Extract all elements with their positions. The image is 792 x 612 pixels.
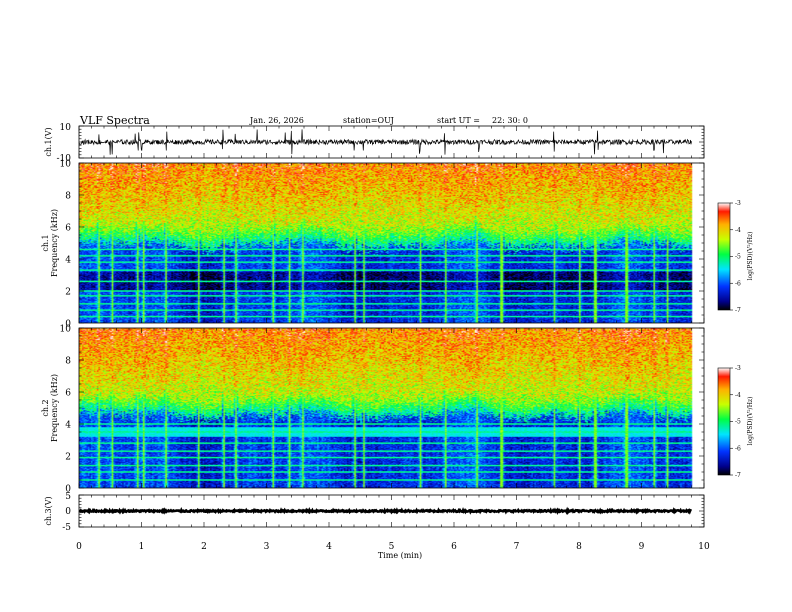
- time-tick-label: 1: [139, 542, 145, 552]
- time-axis-tick-labels: 0 1 2 3 4 5 6 7 8 9 10: [76, 542, 710, 552]
- frequency-tick-label: 6: [65, 389, 71, 399]
- time-tick-label: 4: [326, 542, 332, 552]
- ch3-ytick-bottom: -5: [62, 523, 71, 533]
- ch1-frequency-tick-labels: 10 8 6 4 2 0: [60, 160, 72, 330]
- ch1-waveform-panel: 10 -10 ch.1(V): [44, 123, 705, 164]
- ch2-heatmap-cells: [79, 328, 704, 488]
- ch2-colorbar: [717, 367, 731, 476]
- frequency-tick-label: 0: [65, 320, 71, 330]
- time-tick-label: 8: [576, 542, 582, 552]
- ch2-colorbar-label: log(PSD)(V²/Hz): [747, 397, 754, 446]
- ch1-ytick-bottom: -10: [57, 154, 72, 164]
- colorbar-tick-label: -3: [735, 200, 741, 207]
- colorbar-tick-label: -6: [735, 445, 741, 452]
- colorbar-tick-label: -6: [735, 280, 741, 287]
- header-start-time: 22: 30: 0: [492, 116, 528, 125]
- ch2-spectrogram-image: [79, 328, 704, 488]
- header-station: station=OUJ: [343, 116, 394, 125]
- colorbar-tick-label: -5: [735, 254, 741, 261]
- header-start-label: start UT =: [437, 116, 480, 125]
- figure-title: VLF Spectra: [79, 114, 150, 127]
- colorbar-tick-label: -4: [735, 392, 741, 399]
- time-tick-label: 3: [264, 542, 270, 552]
- ch3-ytick-top: 5: [65, 492, 71, 502]
- colorbar-tick-label: -3: [735, 365, 741, 372]
- ch1-spectrogram-channel-label: ch.1: [41, 234, 50, 251]
- ch2-colorbar-ticks: -3 -4 -5 -6 -7: [730, 365, 741, 479]
- ch1-ytick-top: 10: [60, 123, 72, 133]
- ch3-waveform-ylabel: ch.3(V): [44, 496, 53, 525]
- frequency-tick-label: 4: [65, 256, 71, 266]
- colorbar-tick-label: -5: [735, 419, 741, 426]
- ch3-ytick-middle: 0: [65, 507, 71, 517]
- ch1-heatmap-cells: [79, 163, 704, 323]
- frequency-tick-label: 10: [60, 160, 72, 170]
- time-tick-label: 2: [201, 542, 207, 552]
- frequency-tick-label: 2: [65, 453, 71, 463]
- time-tick-label: 6: [451, 542, 457, 552]
- colorbar-tick-label: -4: [735, 227, 741, 234]
- ch1-frequency-axis-label: Frequency (kHz): [50, 209, 59, 277]
- frequency-tick-label: 8: [65, 357, 71, 367]
- time-tick-label: 5: [389, 542, 395, 552]
- time-tick-label: 0: [76, 542, 82, 552]
- ch2-spectrogram-channel-label: ch.2: [41, 399, 50, 416]
- time-axis-label: Time (min): [378, 551, 422, 560]
- ch2-frequency-axis-label: Frequency (kHz): [50, 374, 59, 442]
- ch1-colorbar: [717, 202, 731, 311]
- frequency-tick-label: 0: [65, 485, 71, 495]
- ch1-spectrogram-image: [79, 163, 704, 323]
- ch3-waveform-line: [78, 506, 693, 516]
- ch1-waveform-line: [78, 129, 692, 155]
- ch2-frequency-tick-labels: 10 8 6 4 2 0: [60, 325, 72, 495]
- frequency-tick-label: 8: [65, 192, 71, 202]
- ch1-colorbar-ticks: -3 -4 -5 -6 -7: [730, 200, 741, 314]
- frequency-tick-label: 2: [65, 288, 71, 298]
- ch1-colorbar-label: log(PSD)(V²/Hz): [747, 232, 754, 281]
- frequency-tick-label: 4: [65, 421, 71, 431]
- ch3-waveform-trace: [78, 506, 693, 516]
- time-tick-label: 7: [514, 542, 520, 552]
- colorbar-tick-label: -7: [735, 307, 741, 314]
- time-tick-label: 9: [639, 542, 645, 552]
- ch2-spectrogram-ticks: [78, 327, 705, 489]
- ch1-waveform-trace: [78, 129, 692, 155]
- time-tick-label: 10: [698, 542, 710, 552]
- ch3-waveform-ticks: [78, 494, 705, 528]
- ch3-waveform-panel: 5 0 -5 ch.3(V): [44, 492, 705, 533]
- frequency-tick-label: 6: [65, 224, 71, 234]
- ch1-spectrogram-ticks: [78, 162, 705, 324]
- ch1-waveform-ylabel: ch.1(V): [44, 127, 53, 156]
- ch1-waveform-ticks: [78, 125, 705, 159]
- header-date: Jan. 26, 2026: [249, 116, 304, 125]
- colorbar-tick-label: -7: [735, 472, 741, 479]
- frequency-tick-label: 10: [60, 325, 72, 335]
